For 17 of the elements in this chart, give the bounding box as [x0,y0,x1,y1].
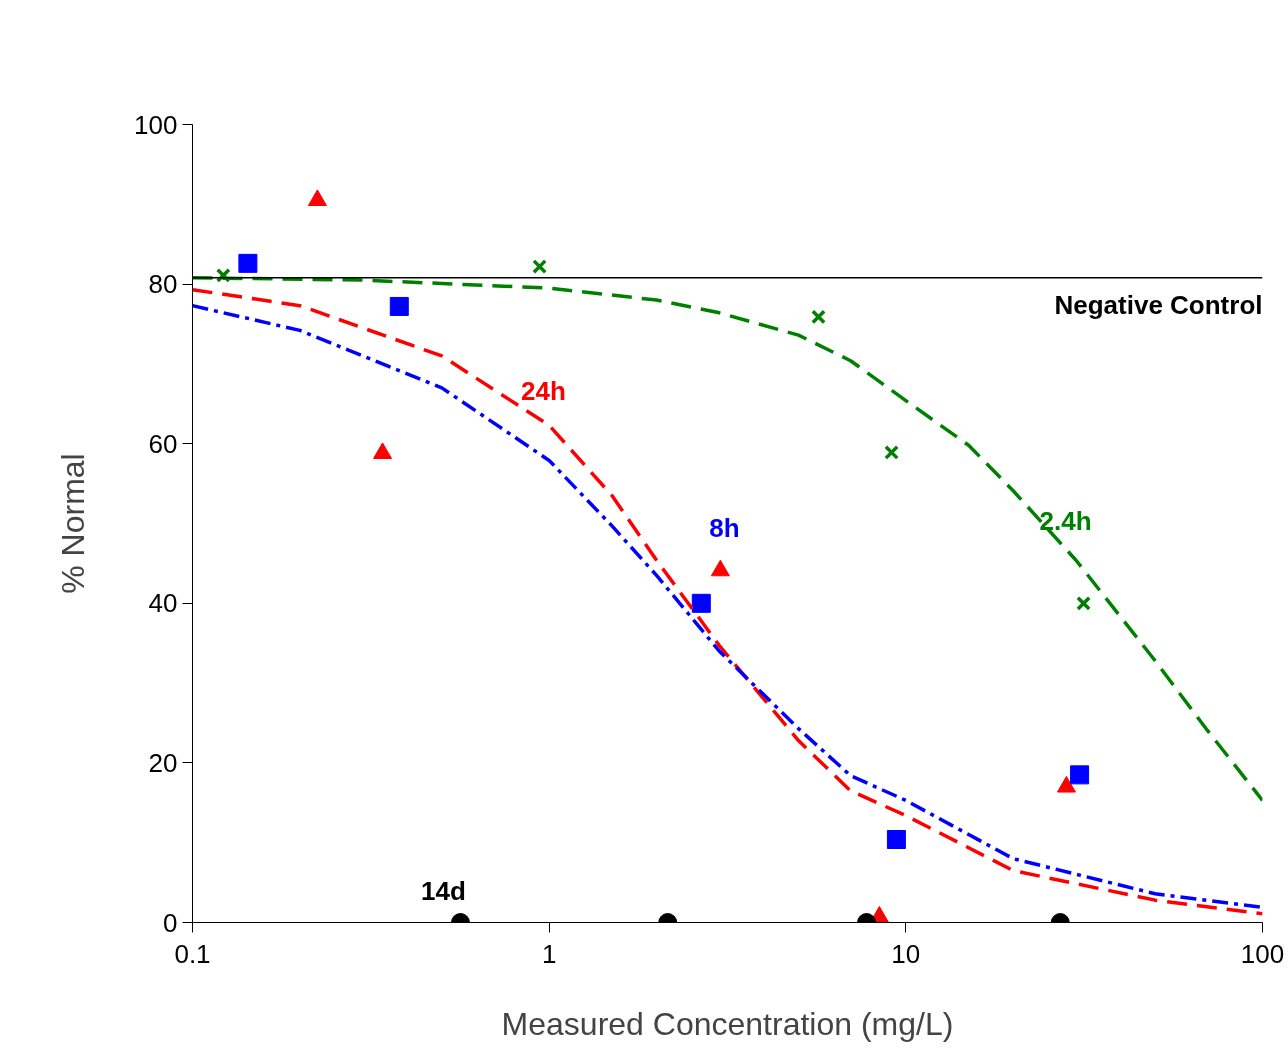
series-label: 14d [421,875,466,906]
x-tick-label: 10 [891,938,921,969]
x-tick-label: 1 [541,938,557,969]
x-tick-label: 100 [1240,938,1285,969]
y-tick-label: 40 [148,588,178,619]
x-tick-label: 0.1 [174,938,211,969]
y-axis-title: % Normal [55,453,92,594]
y-tick-label: 80 [148,269,178,300]
text: 2.4h [1039,505,1092,536]
x-axis-title: Measured Concentration (mg/L) [501,1005,954,1042]
series-label: 8h [709,512,740,543]
y-tick-label: 0 [163,907,178,938]
y-tick-label: 20 [148,747,178,778]
text: 24h [521,375,566,406]
y-tick-label: 60 [148,428,178,459]
ref-line-label: Negative Control [1054,289,1263,320]
y-tick-label: 100 [134,109,178,140]
